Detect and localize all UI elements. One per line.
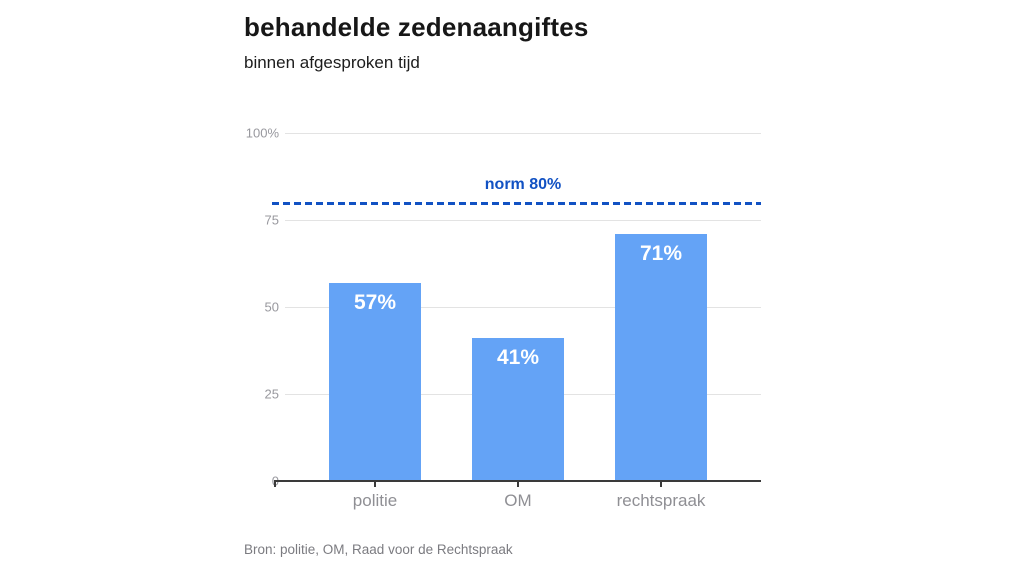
x-axis-origin-tick	[274, 481, 276, 487]
x-axis-category-label: OM	[504, 491, 532, 510]
y-axis-tick-label: 100%	[245, 125, 279, 141]
bar-value-label: 71%	[639, 241, 683, 265]
bar-politie: 57%	[329, 282, 421, 481]
y-axis-tick-label: 0	[219, 474, 279, 489]
chart-title: behandelde zedenaangiftes	[244, 12, 589, 42]
x-axis-tick	[517, 481, 519, 487]
y-axis-tick-label: 25	[264, 386, 279, 402]
gridline-50	[285, 307, 761, 308]
gridline-75	[285, 220, 761, 221]
x-axis-category-label: rechtspraak	[616, 491, 706, 510]
x-axis-category-label: politie	[352, 491, 398, 510]
norm-reference-line	[272, 201, 761, 205]
gridline-100	[285, 133, 761, 134]
y-axis-tick-label: 50	[264, 299, 279, 315]
norm-reference-label: norm 80%	[484, 175, 562, 193]
y-axis-tick-label: 75	[264, 212, 279, 228]
bar-rechtspraak: 71%	[615, 233, 707, 481]
bar-OM: 41%	[472, 338, 564, 481]
x-axis-tick	[660, 481, 662, 487]
source-note: Bron: politie, OM, Raad voor de Rechtspr…	[244, 542, 513, 557]
bar-value-label: 41%	[496, 346, 540, 370]
plot-area: 0255075100%norm 80%57%41%71%politieOMrec…	[246, 126, 761, 510]
chart-subtitle: binnen afgesproken tijd	[244, 53, 420, 72]
x-axis-tick	[374, 481, 376, 487]
bar-value-label: 57%	[353, 290, 397, 314]
